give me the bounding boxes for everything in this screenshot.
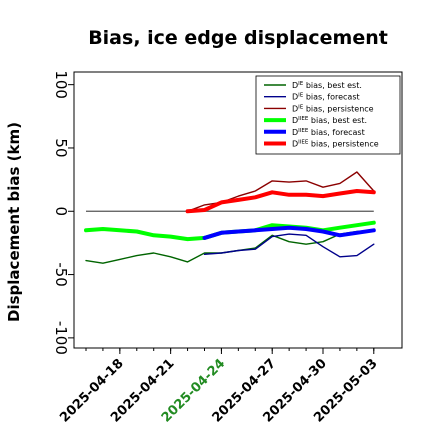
y-tick-label: 100 [52,70,70,99]
legend-label: DIIEE bias, best est. [292,116,367,125]
y-tick-label: 50 [52,138,70,157]
series-line-1 [203,233,375,258]
y-tick-label: 0 [52,206,70,216]
legend: DIE bias, best est. DIE bias, forecast DIE… [255,75,401,155]
legend-label: DIIEE bias, forecast [292,128,365,137]
legend-label: DIE bias, persistence [292,104,374,113]
legend-label: DIIEE bias, persistence [292,140,379,149]
y-tick-label: -100 [52,321,70,355]
legend-label: DIE bias, best est. [292,81,362,90]
chart-title: Bias, ice edge displacement [88,27,388,49]
legend-box [255,75,401,155]
y-axis-label: Displacement bias (km) [5,122,23,322]
series-line-5 [185,189,376,214]
series-line-4 [202,225,376,240]
legend-label: DIE bias, forecast [292,93,360,102]
plot-area: -100-500501002025-04-182025-04-212025-04… [52,70,403,426]
y-tick-label: -50 [52,262,70,287]
